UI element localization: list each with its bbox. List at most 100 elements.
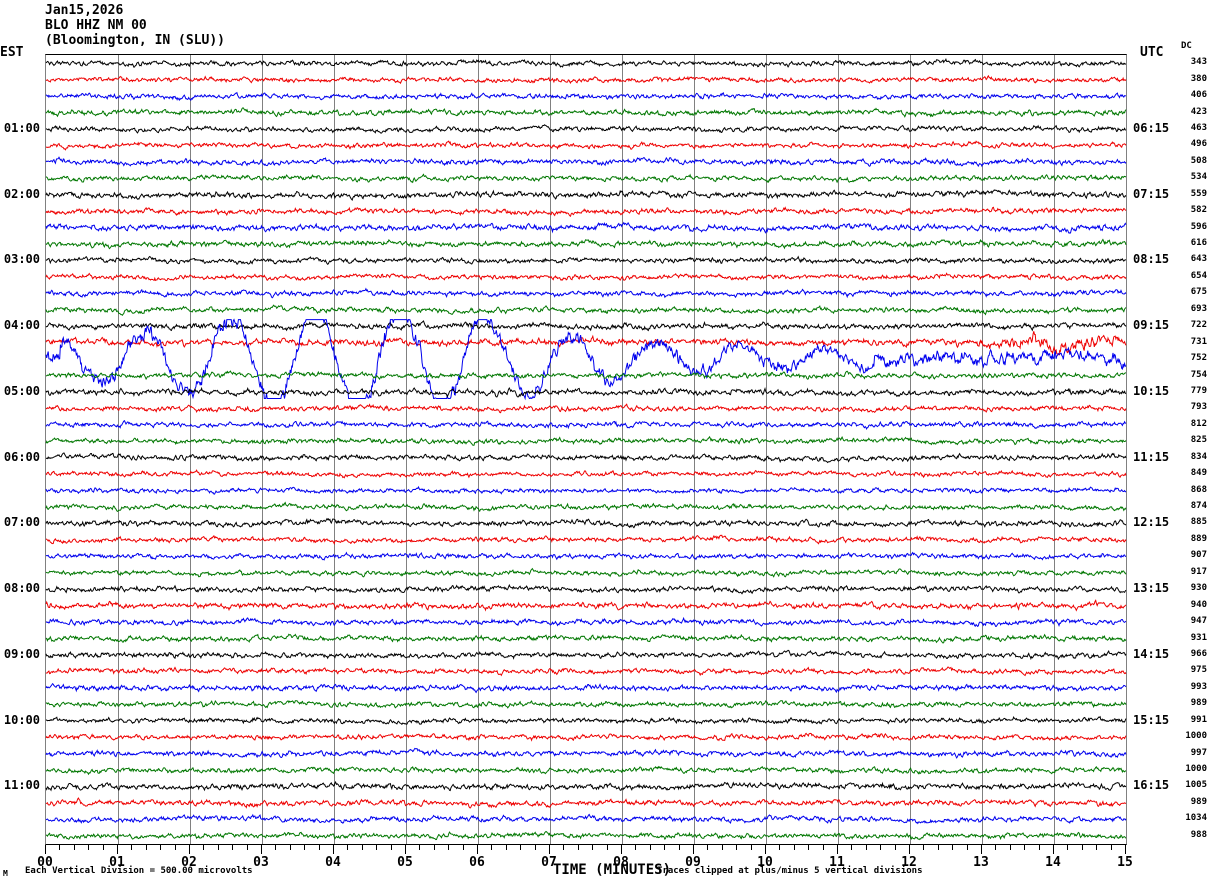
- trace-line-43-green: [46, 767, 1126, 775]
- trace-line-5-red: [46, 141, 1126, 150]
- dc-value-row-9: 582: [1190, 205, 1207, 216]
- left-time-label-06-00: 06:00: [3, 449, 40, 464]
- x-tick-minor: [232, 845, 234, 850]
- x-tick-minor: [779, 845, 781, 850]
- x-tick-major-11: [837, 845, 838, 854]
- left-time-label-10-00: 10:00: [3, 712, 40, 727]
- x-tick-minor: [73, 845, 75, 850]
- grid-line-minute-06: [478, 55, 479, 844]
- x-tick-minor: [433, 845, 435, 850]
- right-time-label-09-15: 09:15: [1133, 318, 1170, 333]
- helicorder-plot[interactable]: [45, 54, 1127, 845]
- left-time-label-08-00: 08:00: [3, 581, 40, 596]
- trace-line-19-green: [46, 371, 1126, 379]
- dc-value-row-26: 868: [1190, 484, 1207, 495]
- x-axis-label-00: 00: [37, 855, 53, 870]
- dc-value-row-18: 752: [1190, 353, 1207, 364]
- dc-value-row-30: 907: [1190, 550, 1207, 561]
- x-tick-major-03: [261, 845, 262, 854]
- x-tick-major-07: [549, 845, 550, 854]
- grid-line-minute-12: [910, 55, 911, 844]
- right-time-label-11-15: 11:15: [1133, 449, 1170, 464]
- x-tick-minor: [131, 845, 133, 850]
- x-tick-minor: [203, 845, 205, 850]
- right-time-label-12-15: 12:15: [1133, 515, 1170, 530]
- x-axis-ticks: [45, 845, 1127, 855]
- x-tick-minor: [808, 845, 810, 850]
- x-tick-minor: [145, 845, 147, 850]
- grid-line-minute-07: [550, 55, 551, 844]
- x-axis-label-15: 15: [1117, 855, 1133, 870]
- x-axis-label-02: 02: [181, 855, 197, 870]
- trace-line-13-red: [46, 273, 1126, 280]
- x-tick-minor: [592, 845, 594, 850]
- dc-value-row-22: 812: [1190, 418, 1207, 429]
- trace-line-30-blue: [46, 553, 1126, 560]
- trace-line-29-red: [46, 535, 1126, 543]
- trace-line-4-black: [46, 125, 1126, 133]
- right-time-label-13-15: 13:15: [1133, 581, 1170, 596]
- x-tick-minor: [1081, 845, 1083, 850]
- left-time-label-02-00: 02:00: [3, 186, 40, 201]
- x-tick-minor: [491, 845, 493, 850]
- x-tick-minor: [304, 845, 306, 850]
- dc-value-row-46: 1034: [1185, 813, 1207, 824]
- dc-value-row-28: 885: [1190, 517, 1207, 528]
- left-time-label-07-00: 07:00: [3, 515, 40, 530]
- trace-line-3-green: [46, 108, 1126, 117]
- x-tick-minor: [462, 845, 464, 850]
- x-tick-minor: [880, 845, 882, 850]
- trace-line-31-green: [46, 569, 1126, 577]
- x-axis-label-14: 14: [1045, 855, 1061, 870]
- x-tick-minor: [1009, 845, 1011, 850]
- dc-value-row-3: 423: [1190, 106, 1207, 117]
- x-tick-minor: [1110, 845, 1112, 850]
- trace-line-20-black: [46, 388, 1126, 397]
- right-timezone-label: UTC: [1140, 45, 1164, 60]
- x-tick-minor: [174, 845, 176, 850]
- x-axis-label-13: 13: [973, 855, 989, 870]
- grid-line-minute-04: [334, 55, 335, 844]
- x-tick-minor: [534, 845, 536, 850]
- x-axis-label-03: 03: [253, 855, 269, 870]
- x-tick-minor: [937, 845, 939, 850]
- trace-line-32-black: [46, 585, 1126, 594]
- x-axis-title: TIME (MINUTES): [553, 862, 672, 878]
- x-axis-label-09: 09: [685, 855, 701, 870]
- x-tick-major-13: [981, 845, 982, 854]
- scale-note: Each Vertical Division = 500.00 microvol…: [25, 866, 253, 876]
- trace-line-22-blue: [46, 421, 1126, 429]
- trace-line-14-blue: [46, 289, 1126, 298]
- dc-value-row-20: 779: [1190, 385, 1207, 396]
- x-tick-minor: [851, 845, 853, 850]
- trace-line-2-blue: [46, 93, 1126, 101]
- x-tick-minor: [347, 845, 349, 850]
- dc-value-row-8: 559: [1190, 188, 1207, 199]
- x-tick-minor: [275, 845, 277, 850]
- x-tick-major-14: [1053, 845, 1054, 854]
- dc-value-row-41: 1000: [1185, 731, 1207, 742]
- x-tick-minor: [361, 845, 363, 850]
- trace-line-42-blue: [46, 748, 1126, 758]
- x-tick-minor: [865, 845, 867, 850]
- dc-value-row-11: 616: [1190, 238, 1207, 249]
- dc-value-row-16: 722: [1190, 320, 1207, 331]
- trace-line-6-blue: [46, 157, 1126, 166]
- trace-line-27-green: [46, 503, 1126, 512]
- x-tick-major-12: [909, 845, 910, 854]
- x-axis-label-01: 01: [109, 855, 125, 870]
- trace-line-35-green: [46, 634, 1126, 643]
- right-time-label-16-15: 16:15: [1133, 778, 1170, 793]
- trace-line-36-black: [46, 650, 1126, 659]
- x-tick-minor: [217, 845, 219, 850]
- grid-line-minute-05: [406, 55, 407, 844]
- dc-value-row-21: 793: [1190, 402, 1207, 413]
- trace-canvas: [46, 55, 1126, 844]
- header-location: (Bloomington, IN (SLU)): [45, 33, 226, 48]
- grid-line-minute-02: [190, 55, 191, 844]
- left-time-label-03-00: 03:00: [3, 252, 40, 267]
- x-tick-minor: [102, 845, 104, 850]
- dc-value-row-37: 975: [1190, 665, 1207, 676]
- x-tick-minor: [289, 845, 291, 850]
- trace-line-10-blue: [46, 223, 1126, 234]
